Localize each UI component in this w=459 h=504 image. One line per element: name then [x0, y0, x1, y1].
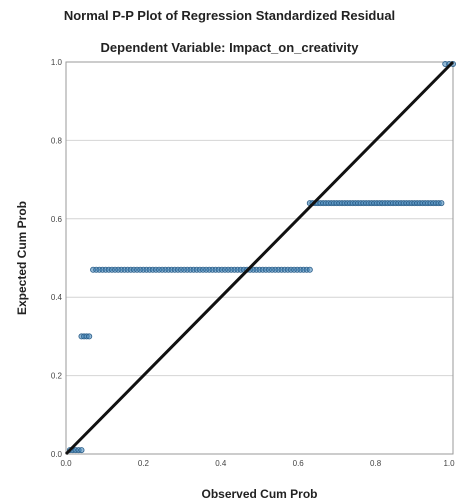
x-tick-label: 0.8	[370, 459, 382, 468]
x-tick-labels: 0.0 0.2 0.4 0.6 0.8 1.0	[60, 459, 455, 468]
x-tick-label: 0.4	[215, 459, 227, 468]
y-tick-label: 0.0	[51, 450, 63, 459]
data-point	[306, 266, 313, 273]
x-axis-label: Observed Cum Prob	[201, 487, 317, 501]
data-point	[78, 447, 85, 454]
y-tick-labels: 0.0 0.2 0.4 0.6 0.8 1.0	[51, 58, 63, 459]
y-tick-label: 1.0	[51, 58, 63, 67]
x-tick-label: 0.2	[138, 459, 150, 468]
y-axis-label: Expected Cum Prob	[15, 201, 29, 315]
y-tick-label: 0.6	[51, 215, 63, 224]
chart-subtitle: Dependent Variable: Impact_on_creativity	[100, 40, 359, 55]
reference-line	[64, 60, 455, 456]
x-tick-label: 1.0	[443, 459, 455, 468]
y-tick-label: 0.4	[51, 293, 63, 302]
y-tick-label: 0.8	[51, 136, 63, 145]
x-tick-label: 0.6	[293, 459, 305, 468]
data-point	[86, 333, 93, 340]
y-tick-label: 0.2	[51, 372, 63, 381]
x-tick-label: 0.0	[60, 459, 72, 468]
data-points	[66, 60, 456, 454]
plot-frame	[65, 61, 454, 455]
data-point	[438, 200, 445, 207]
chart-title: Normal P-P Plot of Regression Standardiz…	[63, 8, 396, 23]
